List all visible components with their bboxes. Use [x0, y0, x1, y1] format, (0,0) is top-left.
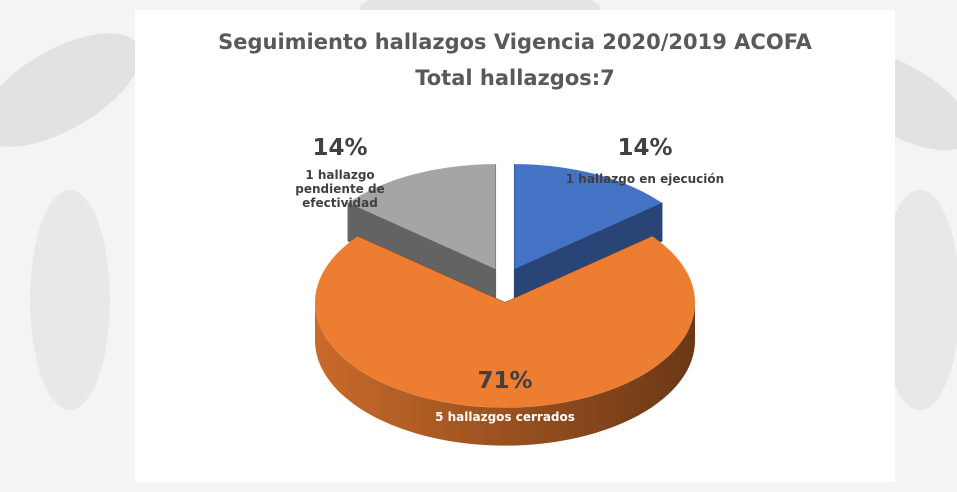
- category-label: 1 hallazgo pendiente de efectividad: [295, 168, 385, 210]
- slice: [514, 164, 662, 270]
- data-label: 14%: [617, 135, 673, 161]
- data-label: 71%: [477, 368, 533, 394]
- chart-subtitle: Total hallazgos:7: [415, 66, 615, 90]
- chart-title: Seguimiento hallazgos Vigencia 2020/2019…: [218, 30, 812, 54]
- data-label: 14%: [312, 135, 368, 161]
- category-label: 1 hallazgo en ejecución: [565, 172, 725, 186]
- slice: [348, 164, 496, 270]
- slice: [315, 236, 695, 408]
- category-label: 5 hallazgos cerrados: [435, 410, 575, 424]
- slice-side: [315, 302, 695, 446]
